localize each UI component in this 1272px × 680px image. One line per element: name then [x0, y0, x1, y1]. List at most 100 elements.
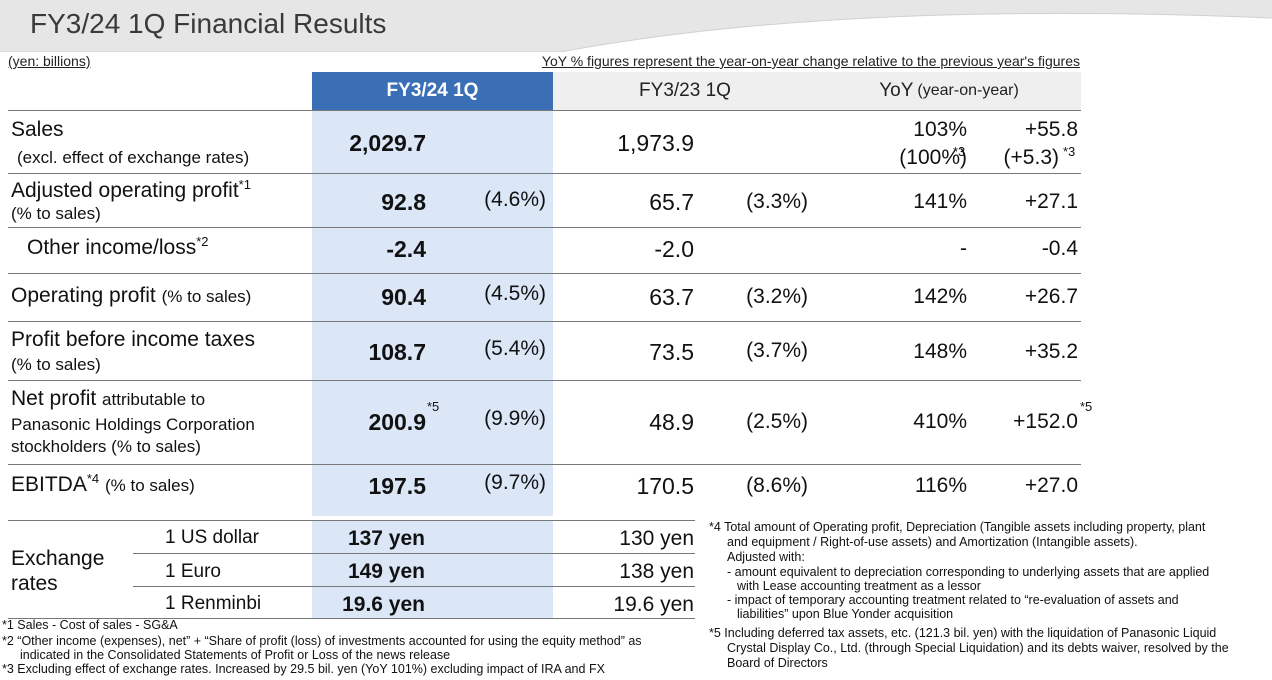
footnote-4-line4: - amount equivalent to depreciation corr…: [727, 565, 1210, 579]
ebitda-yoy-pct: 116%: [914, 474, 967, 497]
sales-yoy-diff: +55.8: [1024, 118, 1078, 141]
fx-eur-previous: 138 yen: [619, 560, 694, 583]
pbt-yoy-pct: 148%: [913, 340, 967, 363]
exchange-row-divider: [133, 553, 695, 554]
column-header-current: FY3/24 1Q: [312, 72, 553, 110]
footnote-5: *5 Including deferred tax assets, etc. (…: [709, 626, 1217, 640]
row-sub-sales: (excl. effect of exchange rates): [17, 148, 250, 167]
sales-yoy-diff-excl: (+5.3): [1003, 146, 1059, 169]
sales-note-mark-2: *3: [1063, 144, 1076, 159]
row-label-net-profit: Net profit attributable to: [11, 387, 206, 410]
fx-eur-label: 1 Euro: [165, 561, 221, 582]
row-label-sales: Sales: [11, 118, 64, 141]
pbt-previous-ratio: (3.7%): [746, 339, 808, 362]
column-header-previous: FY3/23 1Q: [639, 80, 731, 101]
sales-yoy-pct-excl: (100%): [899, 146, 967, 169]
footnote-4-line7: liabilities” upon Blue Yonder acquisitio…: [737, 607, 954, 621]
row-label-other-income: Other income/loss*2: [27, 234, 209, 259]
header-background: [553, 72, 1081, 110]
sales-yoy-pct: 103%: [913, 118, 967, 141]
footnote-4-line3: Adjusted with:: [727, 550, 805, 564]
operating-profit-previous-ratio: (3.2%): [746, 285, 808, 308]
row-divider: [8, 273, 1081, 274]
footnote-5-line2: Crystal Display Co., Ltd. (through Speci…: [727, 641, 1229, 655]
net-profit-previous-ratio: (2.5%): [746, 410, 808, 433]
other-income-previous: -2.0: [654, 236, 694, 262]
footnote-4-line5: with Lease accounting treatment as a les…: [737, 579, 981, 593]
row-sub-adjusted-op: (% to sales): [11, 204, 101, 223]
adjusted-op-previous: 65.7: [649, 189, 694, 215]
footnote-4-line6: - impact of temporary accounting treatme…: [727, 593, 1179, 607]
row-label-adjusted-op: Adjusted operating profit*1: [11, 177, 251, 202]
footnote-1: *1 Sales - Cost of sales - SG&A: [2, 618, 178, 632]
ebitda-current-ratio: (9.7%): [484, 471, 546, 494]
net-profit-yoy-note-mark: *5: [1080, 399, 1093, 414]
net-profit-current: 200.9: [368, 409, 426, 435]
adjusted-op-yoy-diff: +27.1: [1024, 190, 1078, 213]
other-income-current: -2.4: [386, 236, 426, 262]
yoy-header-main: YoY: [879, 80, 914, 101]
fx-usd-previous: 130 yen: [619, 527, 694, 550]
footnote-4: *4 Total amount of Operating profit, Dep…: [709, 520, 1206, 534]
row-divider: [8, 321, 1081, 322]
net-profit-note-mark: *5: [427, 399, 440, 414]
yoy-note: YoY % figures represent the year-on-year…: [541, 53, 1080, 69]
exchange-rates-label: Exchange rates: [11, 547, 105, 595]
adjusted-op-yoy-pct: 141%: [913, 190, 967, 213]
footnote-3: *3 Excluding effect of exchange rates. I…: [2, 662, 605, 676]
footnote-2-cont: indicated in the Consolidated Statements…: [20, 648, 451, 662]
footnote-4-line2: and equipment / Right-of-use assets) and…: [727, 535, 1138, 549]
row-sub-pbt: (% to sales): [11, 355, 101, 374]
ebitda-yoy-diff: +27.0: [1024, 474, 1078, 497]
fx-rmb-label: 1 Renminbi: [165, 593, 262, 614]
exchange-current-highlight: [312, 520, 553, 618]
fx-rmb-current: 19.6 yen: [342, 593, 425, 616]
page-title: FY3/24 1Q Financial Results: [30, 8, 387, 39]
pbt-previous: 73.5: [649, 339, 694, 365]
row-label-ebitda: EBITDA*4 (% to sales): [11, 471, 195, 496]
fx-eur-current: 149 yen: [347, 560, 425, 583]
ebitda-previous: 170.5: [636, 473, 694, 499]
fx-usd-label: 1 US dollar: [165, 527, 259, 548]
row-divider: [8, 380, 1081, 381]
row-label-pbt: Profit before income taxes: [11, 328, 255, 351]
ebitda-current: 197.5: [368, 473, 426, 499]
unit-note: (yen: billions): [8, 53, 91, 69]
header-band: [0, 0, 1272, 52]
sales-previous: 1,973.9: [617, 130, 694, 156]
operating-profit-current-ratio: (4.5%): [484, 282, 546, 305]
adjusted-op-current: 92.8: [381, 189, 426, 215]
pbt-current-ratio: (5.4%): [484, 337, 546, 360]
fx-rmb-previous: 19.6 yen: [613, 593, 694, 616]
row-divider: [8, 110, 1081, 111]
operating-profit-yoy-pct: 142%: [913, 285, 967, 308]
exchange-bottom-rule: [8, 618, 695, 619]
row-divider: [8, 464, 1081, 465]
net-profit-yoy-diff: +152.0: [1013, 410, 1078, 433]
row-label-operating-profit: Operating profit (% to sales): [11, 284, 252, 307]
note-mark: *4: [86, 471, 100, 486]
operating-profit-yoy-diff: +26.7: [1024, 285, 1078, 308]
other-income-yoy-diff: -0.4: [1041, 237, 1078, 260]
sales-note-mark: *3: [953, 144, 966, 159]
adjusted-op-current-ratio: (4.6%): [484, 188, 546, 211]
net-profit-yoy-pct: 410%: [913, 410, 967, 433]
exchange-row-divider: [133, 586, 695, 587]
ebitda-previous-ratio: (8.6%): [746, 474, 808, 497]
footnote-2: *2 “Other income (expenses), net” + “Sha…: [2, 634, 642, 648]
note-mark: *1: [238, 177, 251, 192]
current-column-highlight: [312, 72, 553, 516]
adjusted-op-previous-ratio: (3.3%): [746, 190, 808, 213]
yoy-header-sub: (year-on-year): [917, 82, 1019, 99]
fx-usd-current: 137 yen: [347, 527, 425, 550]
row-sub-net-profit-1: Panasonic Holdings Corporation: [11, 415, 255, 434]
column-header-yoy: YoY (year-on-year): [817, 72, 1081, 110]
other-income-yoy-pct: -: [960, 237, 967, 260]
note-mark: *2: [196, 234, 209, 249]
row-divider: [8, 173, 1081, 174]
operating-profit-previous: 63.7: [649, 284, 694, 310]
net-profit-current-ratio: (9.9%): [484, 407, 546, 430]
row-sub-net-profit-2: stockholders (% to sales): [11, 437, 201, 456]
pbt-current: 108.7: [368, 339, 426, 365]
exchange-top-rule: [8, 520, 695, 521]
